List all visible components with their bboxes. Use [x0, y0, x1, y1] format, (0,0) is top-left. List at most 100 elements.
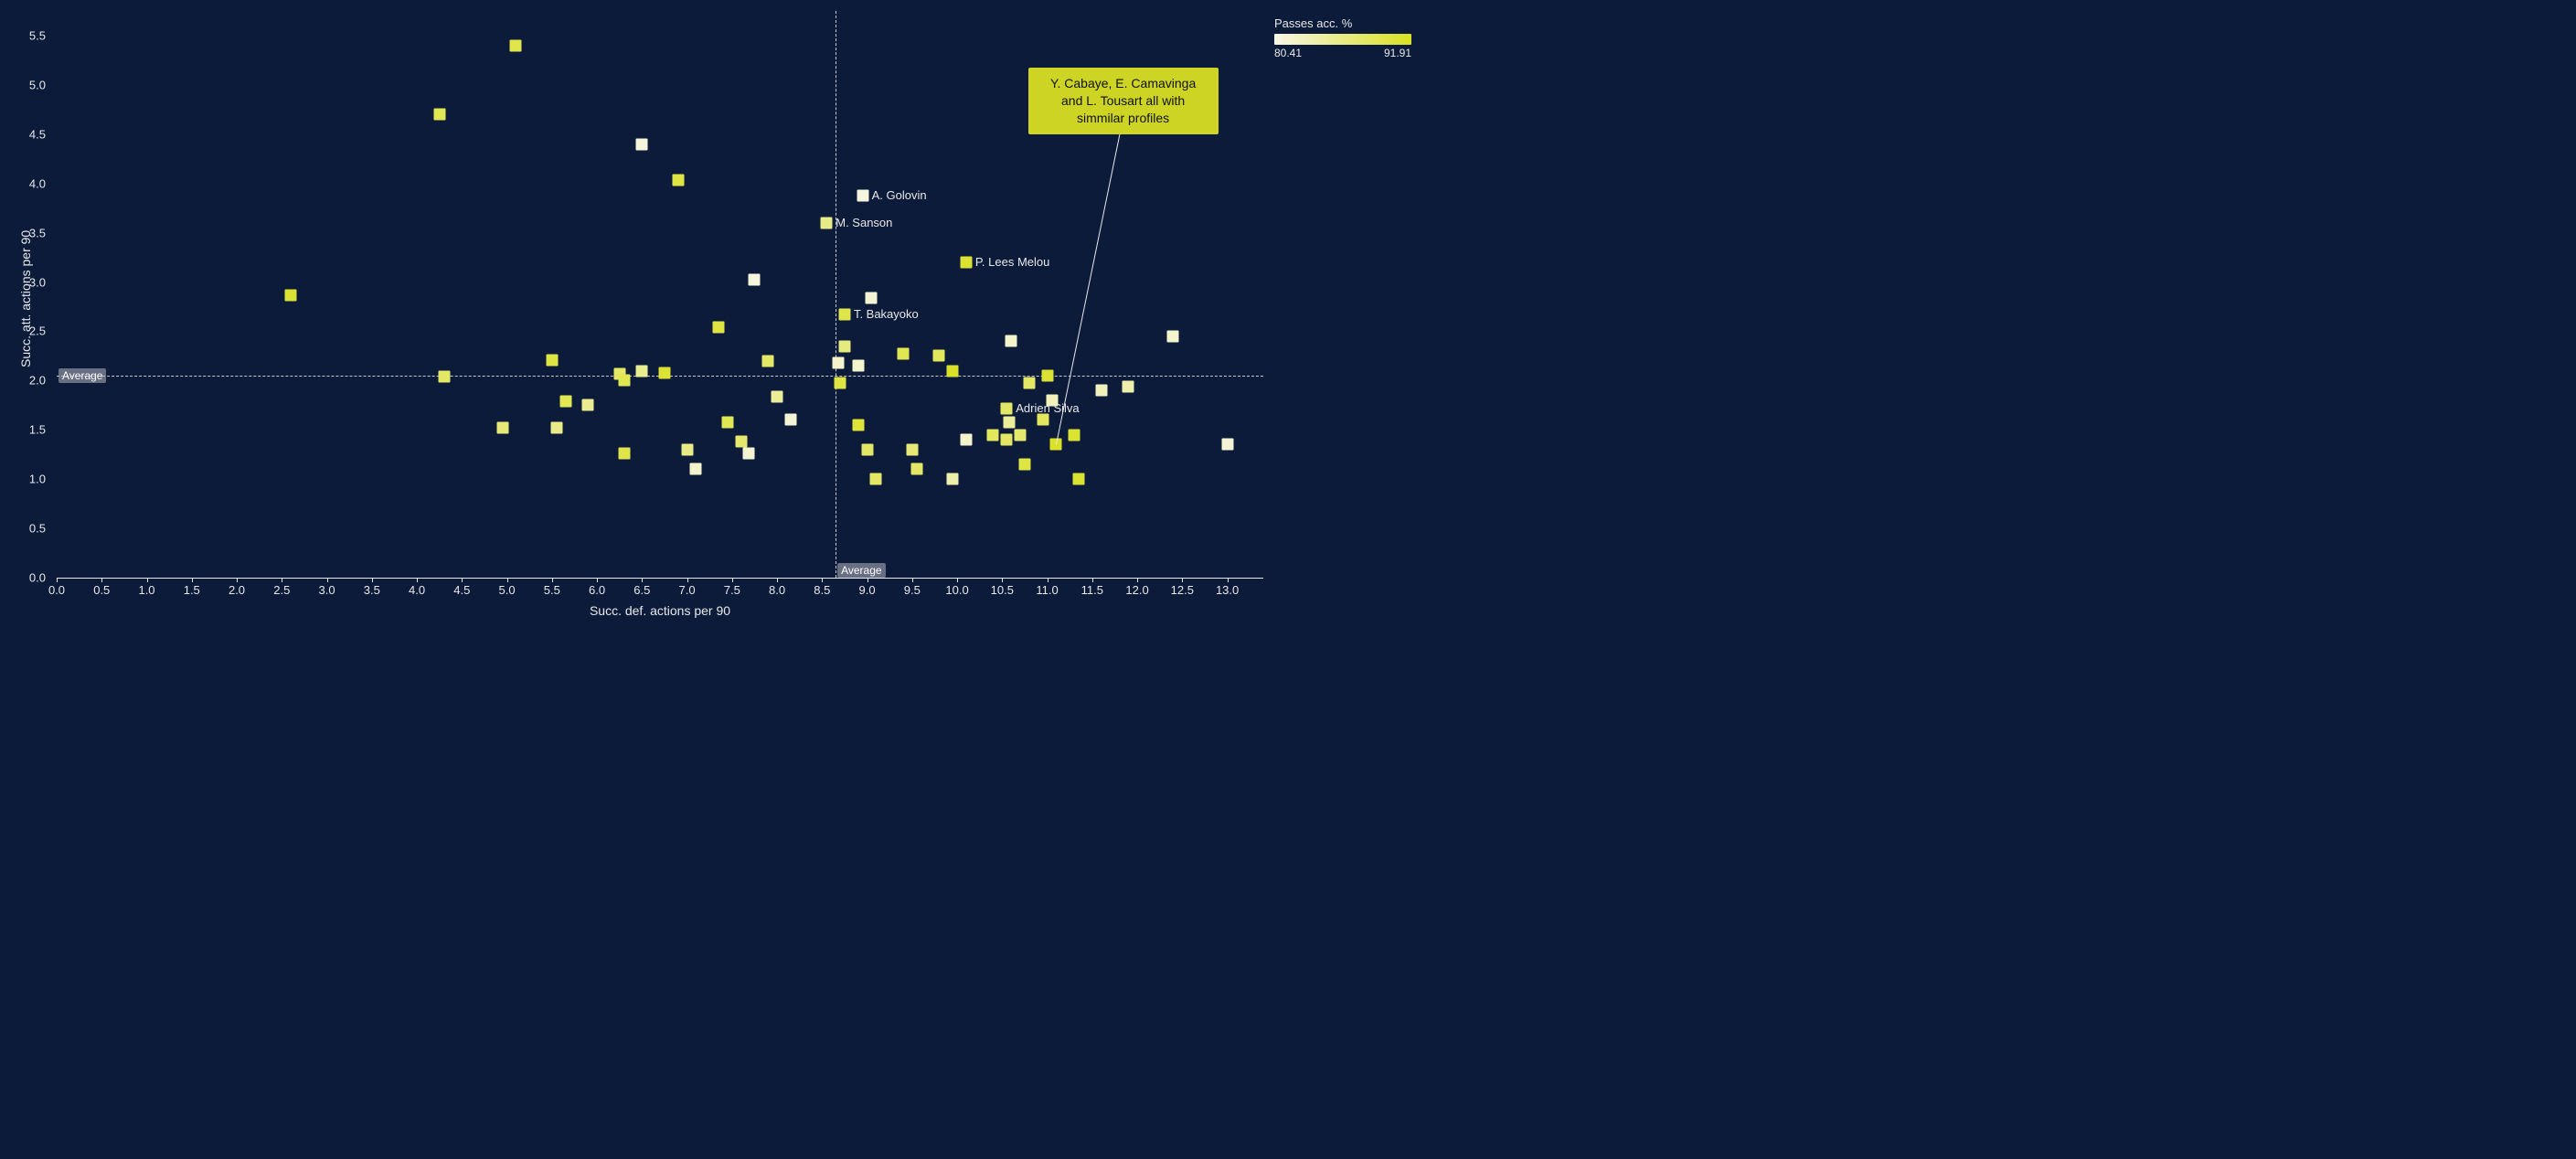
data-point[interactable] [947, 473, 959, 485]
x-tick-mark [957, 578, 958, 582]
data-point[interactable] [906, 443, 918, 455]
x-tick-label: 2.5 [273, 583, 290, 597]
y-axis-label: Succ. att. actions per 90 [18, 230, 33, 367]
data-point[interactable] [1050, 439, 1062, 451]
x-tick-mark [147, 578, 148, 582]
data-point[interactable] [1037, 414, 1048, 426]
x-tick-label: 8.0 [769, 583, 785, 597]
data-point[interactable] [772, 390, 783, 402]
legend-gradient [1274, 34, 1411, 45]
data-point[interactable] [1018, 459, 1030, 471]
x-tick-label: 6.5 [633, 583, 650, 597]
x-tick-mark [327, 578, 328, 582]
x-tick-label: 12.0 [1125, 583, 1148, 597]
data-point[interactable] [1001, 434, 1013, 446]
x-tick-label: 11.5 [1081, 583, 1103, 597]
y-tick-label: 0.5 [18, 522, 46, 536]
x-tick-mark [912, 578, 913, 582]
data-point[interactable] [735, 436, 747, 448]
x-tick-label: 8.5 [814, 583, 830, 597]
data-point[interactable] [433, 109, 445, 121]
data-point[interactable] [690, 463, 702, 475]
x-tick-mark [822, 578, 823, 582]
x-tick-label: 0.0 [48, 583, 65, 597]
x-tick-mark [192, 578, 193, 582]
data-point[interactable] [933, 350, 945, 362]
data-point[interactable] [559, 395, 571, 407]
data-point[interactable] [835, 377, 846, 388]
x-tick-mark [101, 578, 102, 582]
data-point[interactable] [821, 217, 833, 229]
x-tick-label: 10.5 [991, 583, 1014, 597]
data-point[interactable] [870, 473, 882, 485]
x-tick-mark [507, 578, 508, 582]
data-point[interactable] [1073, 473, 1085, 485]
x-tick-mark [1092, 578, 1093, 582]
data-point[interactable] [742, 448, 754, 460]
data-point[interactable] [1004, 416, 1016, 428]
data-point[interactable] [852, 419, 864, 431]
data-point[interactable] [658, 367, 670, 378]
data-point[interactable] [910, 463, 922, 475]
data-point[interactable] [857, 189, 868, 201]
data-point[interactable] [672, 175, 684, 186]
data-point[interactable] [1001, 402, 1013, 414]
data-point[interactable] [838, 340, 850, 352]
x-axis-line [57, 578, 1263, 579]
data-point[interactable] [833, 356, 845, 368]
data-point[interactable] [1095, 385, 1107, 397]
y-tick-label: 1.0 [18, 473, 46, 486]
data-point[interactable] [866, 292, 878, 303]
data-point[interactable] [784, 414, 796, 426]
y-tick-label: 4.0 [18, 176, 46, 190]
data-point[interactable] [1006, 335, 1017, 347]
x-tick-label: 5.0 [498, 583, 515, 597]
data-point[interactable] [510, 39, 522, 51]
data-point[interactable] [618, 448, 630, 460]
data-point[interactable] [897, 348, 909, 360]
x-tick-label: 10.0 [945, 583, 968, 597]
x-tick-mark [1002, 578, 1003, 582]
player-label: A. Golovin [872, 188, 927, 202]
data-point[interactable] [947, 365, 959, 377]
scatter-chart: 0.00.51.01.52.02.53.03.54.04.55.05.56.06… [0, 0, 1426, 640]
data-point[interactable] [636, 138, 648, 150]
data-point[interactable] [762, 355, 774, 367]
data-point[interactable] [838, 309, 850, 321]
data-point[interactable] [1015, 429, 1027, 441]
data-point[interactable] [1221, 439, 1233, 451]
x-axis-label: Succ. def. actions per 90 [590, 603, 730, 618]
data-point[interactable] [546, 354, 558, 366]
data-point[interactable] [749, 274, 761, 286]
data-point[interactable] [438, 371, 450, 383]
data-point[interactable] [582, 399, 594, 411]
data-point[interactable] [618, 375, 630, 387]
data-point[interactable] [960, 434, 972, 446]
x-tick-label: 1.0 [138, 583, 154, 597]
data-point[interactable] [496, 422, 508, 434]
data-point[interactable] [285, 289, 297, 301]
data-point[interactable] [861, 443, 873, 455]
avg-badge-y: Average [59, 368, 106, 383]
data-point[interactable] [960, 256, 972, 268]
data-point[interactable] [550, 422, 562, 434]
data-point[interactable] [1041, 369, 1053, 381]
player-label: T. Bakayoko [854, 307, 919, 321]
x-tick-label: 9.5 [904, 583, 921, 597]
y-tick-label: 1.5 [18, 423, 46, 437]
x-tick-label: 4.0 [409, 583, 425, 597]
data-point[interactable] [713, 322, 725, 334]
data-point[interactable] [681, 443, 693, 455]
x-tick-mark [1137, 578, 1138, 582]
data-point[interactable] [1123, 380, 1134, 392]
data-point[interactable] [721, 416, 733, 428]
data-point[interactable] [852, 360, 864, 372]
x-tick-mark [1182, 578, 1183, 582]
data-point[interactable] [1069, 429, 1080, 441]
color-legend: Passes acc. %80.4191.91 [1274, 16, 1411, 59]
data-point[interactable] [1023, 377, 1035, 388]
legend-max: 91.91 [1384, 47, 1411, 59]
data-point[interactable] [1167, 330, 1179, 342]
data-point[interactable] [636, 365, 648, 377]
data-point[interactable] [987, 429, 999, 441]
